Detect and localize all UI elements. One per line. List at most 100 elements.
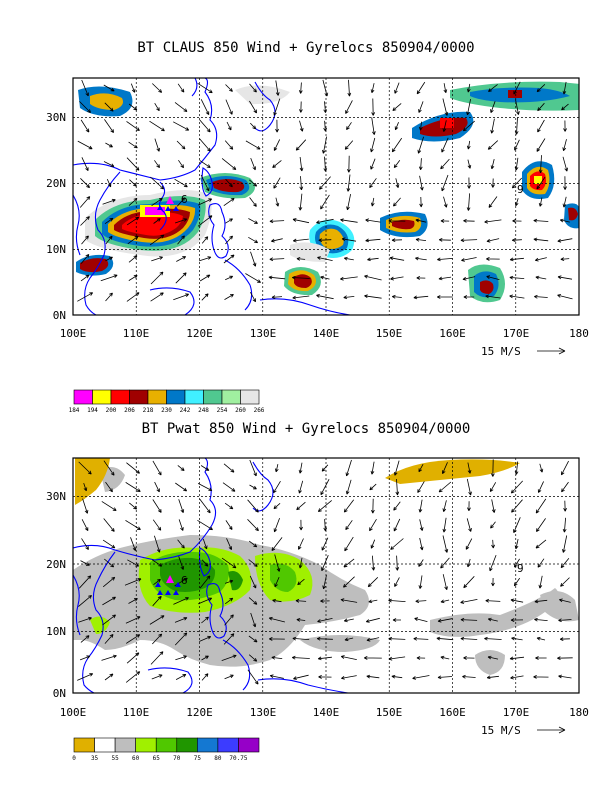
colorbar-label: 0	[72, 755, 76, 762]
panel-2-map: 100E 110E 120E 130E 140E 150E 160E 170E …	[46, 457, 589, 762]
wind-vector	[341, 675, 357, 680]
wind-vector	[418, 575, 423, 589]
wind-vector	[273, 98, 281, 116]
wind-vector	[174, 218, 188, 224]
wind-vector	[369, 178, 377, 189]
wind-vector	[273, 139, 281, 151]
wind-vector	[103, 84, 115, 92]
wind-vector	[438, 481, 452, 493]
wind-vector	[394, 577, 400, 587]
wind-vector	[346, 174, 351, 192]
wind-vector	[223, 254, 235, 264]
wind-vector	[269, 219, 285, 224]
wind-vector	[466, 99, 471, 116]
wind-vector	[250, 292, 256, 303]
wind-vector	[201, 655, 209, 661]
wind-vector	[370, 137, 376, 153]
wind-vector	[369, 518, 377, 532]
wind-vector	[175, 482, 188, 492]
wind-vector	[200, 99, 210, 116]
wind-vector	[463, 295, 475, 299]
wind-vector	[443, 196, 448, 208]
wind-vector	[562, 535, 568, 553]
wind-vector	[371, 98, 376, 116]
wind-vector	[491, 577, 495, 587]
wind-vector	[467, 462, 472, 474]
wind-vector	[126, 157, 140, 171]
x-tick-label: 150E	[376, 706, 403, 719]
wind-vector	[490, 118, 495, 134]
wind-vector	[345, 520, 353, 531]
wind-vector	[321, 555, 329, 572]
wind-vector	[102, 576, 116, 588]
wind-vector	[249, 575, 257, 589]
wind-vector	[563, 120, 567, 132]
wind-vector	[467, 501, 471, 511]
wind-vector	[104, 119, 114, 133]
wind-vector	[321, 537, 329, 551]
wind-vector	[392, 618, 401, 622]
wind-vector	[537, 102, 545, 112]
wind-vector	[201, 293, 209, 301]
wind-vector	[226, 121, 232, 131]
wind-vector	[226, 538, 232, 550]
wind-vector	[418, 559, 424, 567]
wind-vector	[463, 576, 475, 589]
wind-vector	[416, 81, 426, 95]
y-tick-label: 20N	[46, 558, 66, 571]
wind-vector	[364, 274, 382, 281]
wind-vector	[460, 617, 478, 622]
wind-vector	[173, 597, 189, 605]
wind-vector	[153, 218, 161, 224]
wind-vector	[225, 275, 234, 281]
gyre-marker: 9	[517, 183, 524, 196]
wind-vector	[80, 254, 90, 264]
wind-vector	[533, 237, 549, 242]
wind-vector	[293, 674, 309, 680]
wind-vector	[343, 618, 354, 623]
wind-vector	[273, 480, 281, 494]
wind-vector	[485, 598, 501, 603]
wind-vector	[321, 464, 329, 472]
wind-vector	[296, 257, 306, 261]
x-tick-label: 100E	[60, 706, 87, 719]
wind-vector	[560, 577, 570, 587]
wind-vector	[153, 578, 161, 586]
wind-vector	[511, 177, 522, 189]
wind-vector	[509, 275, 525, 280]
wind-vector	[536, 636, 546, 641]
wind-vector	[369, 483, 377, 491]
wind-vector	[128, 198, 138, 206]
wind-vector	[221, 654, 237, 661]
wind-vector	[442, 462, 448, 475]
wind-vector	[343, 295, 355, 300]
wind-vector	[299, 120, 304, 132]
wind-vector	[340, 655, 357, 660]
wind-vector	[538, 155, 543, 174]
wind-vector	[416, 656, 426, 660]
wind-vector	[319, 176, 331, 190]
wind-vector	[102, 539, 116, 549]
wind-vector	[80, 560, 90, 566]
wind-vector	[366, 637, 380, 642]
wind-vector	[340, 218, 358, 223]
wind-vector	[536, 84, 546, 93]
wind-vector	[250, 157, 256, 171]
wind-vector	[370, 83, 375, 94]
wind-vector	[268, 275, 286, 280]
colorbar-label: 80	[214, 755, 222, 762]
wind-vector	[149, 120, 165, 132]
wind-vector	[201, 616, 209, 624]
wind-vector	[249, 459, 257, 477]
y-tick-label: 10N	[46, 625, 66, 638]
colorbar-swatch	[147, 389, 167, 405]
wind-vector	[393, 518, 401, 532]
wind-vector	[537, 481, 544, 493]
wind-vector	[343, 499, 355, 513]
wind-vector	[536, 138, 546, 152]
wind-vector	[436, 636, 454, 641]
wind-vector	[316, 636, 333, 641]
wind-vector	[465, 538, 473, 550]
wind-vector	[441, 137, 449, 153]
wind-vector	[394, 122, 399, 131]
